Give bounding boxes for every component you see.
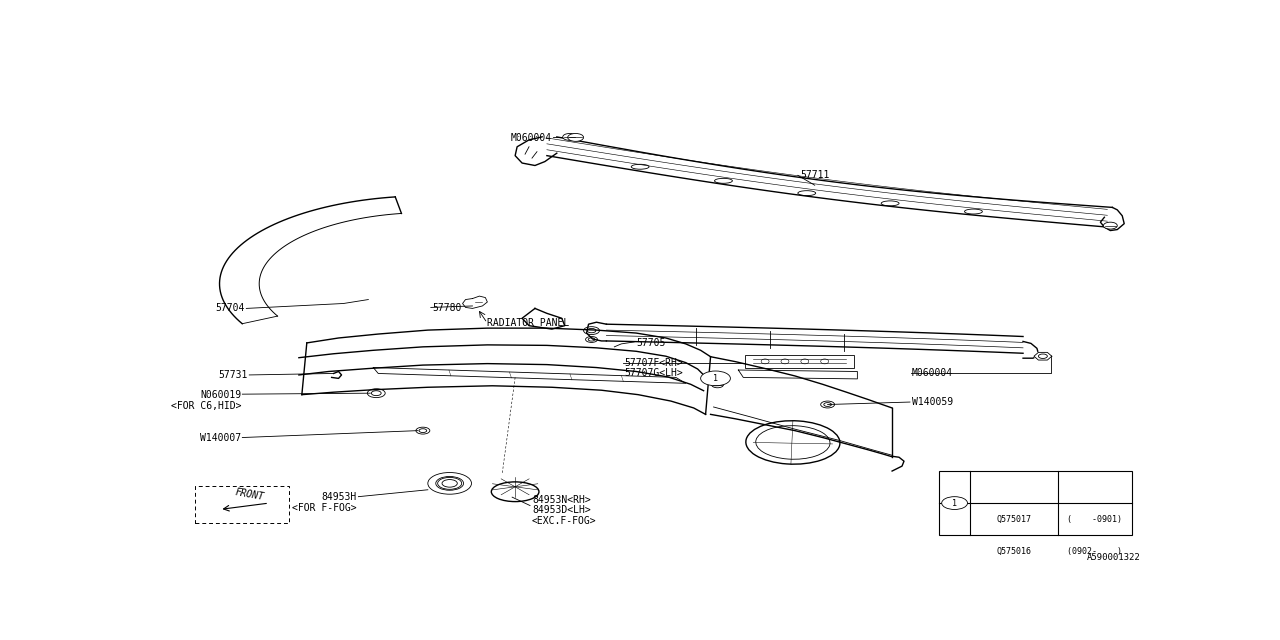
Circle shape bbox=[712, 382, 723, 388]
Text: <FOR F-FOG>: <FOR F-FOG> bbox=[292, 503, 356, 513]
Text: M060004: M060004 bbox=[511, 133, 552, 143]
Circle shape bbox=[1103, 222, 1117, 229]
Text: 1: 1 bbox=[713, 374, 718, 383]
Text: 57707F<RH>: 57707F<RH> bbox=[625, 358, 684, 367]
Circle shape bbox=[942, 497, 968, 509]
Text: (    -0901): ( -0901) bbox=[1068, 515, 1123, 524]
Text: 1: 1 bbox=[952, 499, 957, 508]
Bar bbox=[745, 355, 855, 367]
Text: M060004: M060004 bbox=[911, 369, 954, 378]
Text: 57731: 57731 bbox=[218, 370, 247, 380]
Circle shape bbox=[568, 134, 584, 141]
Text: 84953N<RH>: 84953N<RH> bbox=[532, 495, 591, 504]
Text: 57707G<LH>: 57707G<LH> bbox=[625, 369, 684, 378]
Text: 57711: 57711 bbox=[800, 170, 829, 180]
Text: A590001322: A590001322 bbox=[1087, 553, 1140, 562]
Text: W140007: W140007 bbox=[200, 433, 242, 442]
Text: FRONT: FRONT bbox=[234, 487, 265, 502]
Text: 84953D<LH>: 84953D<LH> bbox=[532, 506, 591, 515]
Bar bbox=[195, 486, 289, 523]
Text: 57780: 57780 bbox=[433, 303, 462, 314]
Text: Q575017: Q575017 bbox=[997, 515, 1032, 524]
Text: W140059: W140059 bbox=[911, 397, 954, 407]
Circle shape bbox=[563, 134, 576, 140]
Circle shape bbox=[700, 371, 731, 386]
Text: <EXC.F-FOG>: <EXC.F-FOG> bbox=[532, 516, 596, 526]
Text: 57704: 57704 bbox=[215, 303, 244, 314]
Text: Q575016: Q575016 bbox=[997, 547, 1032, 556]
Polygon shape bbox=[1034, 353, 1052, 360]
Text: <FOR C6,HID>: <FOR C6,HID> bbox=[170, 401, 242, 411]
Text: RADIATOR PANEL: RADIATOR PANEL bbox=[488, 318, 570, 328]
Text: 57705: 57705 bbox=[636, 338, 666, 348]
Text: 84953H: 84953H bbox=[321, 492, 356, 502]
Text: N060019: N060019 bbox=[200, 390, 242, 399]
Bar bbox=[938, 471, 1132, 535]
Text: (0902-    ): (0902- ) bbox=[1068, 547, 1123, 556]
